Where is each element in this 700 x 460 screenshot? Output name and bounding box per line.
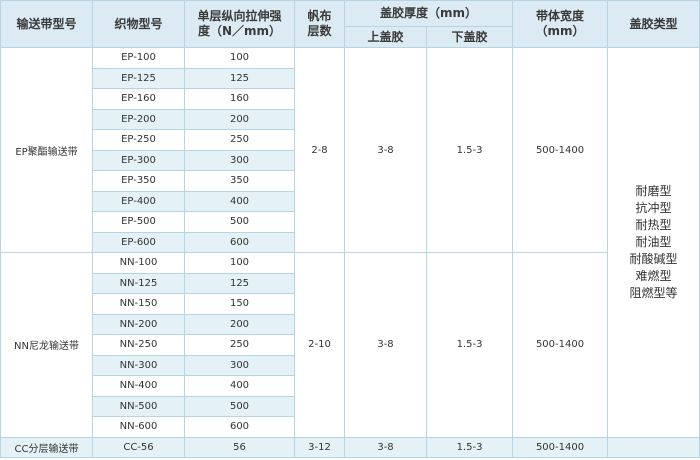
fabric-cell: NN-300 xyxy=(92,354,185,376)
strength-cell: 160 xyxy=(184,88,295,110)
strength-cell: 400 xyxy=(184,375,295,397)
header-tensile-strength: 单层纵向拉伸强 度（N／mm） xyxy=(184,0,295,48)
strength-cell: 125 xyxy=(184,67,295,89)
table-row: EP-250 250 xyxy=(1,129,700,151)
fabric-cell: CC-56 xyxy=(92,436,185,458)
fabric-cell: NN-250 xyxy=(92,334,185,356)
table-row: NN-300 300 xyxy=(1,354,700,376)
table-row: EP-400 400 xyxy=(1,190,700,212)
width-cc: 500-1400 xyxy=(512,436,609,458)
fabric-cell: EP-400 xyxy=(92,190,185,212)
cover-type-cc xyxy=(607,436,700,458)
cover-types-list: 耐磨型 抗冲型 耐热型 耐油型 耐酸碱型 难燃型 阻燃型等 xyxy=(607,47,700,438)
belt-model-nn: NN尼龙输送带 xyxy=(0,252,93,438)
table-row: NN-250 250 xyxy=(1,334,700,356)
fabric-cell: NN-125 xyxy=(92,272,185,294)
top-cover-nn: 3-8 xyxy=(344,252,427,438)
fabric-cell: EP-100 xyxy=(92,47,185,69)
plies-nn: 2-10 xyxy=(294,252,345,438)
table-row: NN尼龙输送带 NN-100 100 2-10 3-8 1.5-3 500-14… xyxy=(0,252,700,438)
fabric-cell: EP-250 xyxy=(92,129,185,151)
header-plies-line1: 帆布 xyxy=(307,9,332,23)
strength-cell: 300 xyxy=(184,354,295,376)
strength-cell: 125 xyxy=(184,272,295,294)
belt-model-ep: EP聚酯输送带 xyxy=(0,47,93,253)
fabric-cell: EP-125 xyxy=(92,67,185,89)
fabric-cell: NN-600 xyxy=(92,416,185,438)
table-row: NN-500 500 xyxy=(1,395,700,417)
table-row: EP-500 500 xyxy=(1,211,700,233)
cover-type-item: 抗冲型 xyxy=(635,200,672,215)
strength-cell: 100 xyxy=(184,47,295,69)
width-ep: 500-1400 xyxy=(512,47,609,253)
plies-cc: 3-12 xyxy=(294,436,345,458)
cover-type-item: 耐酸碱型 xyxy=(629,251,678,266)
strength-cell: 600 xyxy=(184,231,295,253)
table-row: NN-150 150 xyxy=(1,293,700,315)
header-ply-count: 帆布 层数 xyxy=(294,0,345,48)
top-cover-cc: 3-8 xyxy=(344,436,427,458)
header-belt-width: 带体宽度 （mm） xyxy=(512,0,609,48)
strength-cell: 300 xyxy=(184,149,295,171)
table-row: EP-125 125 xyxy=(1,67,700,89)
strength-cell: 350 xyxy=(184,170,295,192)
belt-model-cc: CC分层输送带 xyxy=(0,436,93,458)
strength-cell: 250 xyxy=(184,129,295,151)
plies-ep: 2-8 xyxy=(294,47,345,253)
header-tensile-line2: 度（N／mm） xyxy=(197,24,282,38)
strength-cell: 150 xyxy=(184,293,295,315)
table-row: EP聚酯输送带 EP-100 100 2-8 3-8 1.5-3 500-140… xyxy=(0,47,700,438)
header-bottom-cover: 下盖胶 xyxy=(425,26,514,48)
top-cover-ep: 3-8 xyxy=(344,47,427,253)
bottom-cover-cc: 1.5-3 xyxy=(425,436,514,458)
fabric-cell: EP-500 xyxy=(92,211,185,233)
table-row: NN-400 400 xyxy=(1,375,700,397)
strength-cell: 200 xyxy=(184,313,295,335)
fabric-cell: NN-500 xyxy=(92,395,185,417)
table-row: EP-200 200 xyxy=(1,108,700,130)
strength-cell: 56 xyxy=(184,436,295,458)
table-row: EP-600 600 xyxy=(1,231,700,253)
cover-type-item: 耐热型 xyxy=(635,217,672,232)
header-width-line1: 带体宽度 xyxy=(536,9,585,23)
header-fabric-model: 织物型号 xyxy=(92,0,185,48)
bottom-cover-ep: 1.5-3 xyxy=(425,47,514,253)
table-row: NN-200 200 xyxy=(1,313,700,335)
cover-type-item: 耐油型 xyxy=(635,234,672,249)
fabric-cell: EP-200 xyxy=(92,108,185,130)
header-cover-thickness: 盖胶厚度（mm） xyxy=(343,0,514,27)
strength-cell: 500 xyxy=(184,395,295,417)
fabric-cell: EP-300 xyxy=(92,149,185,171)
fabric-cell: NN-200 xyxy=(92,313,185,335)
width-nn: 500-1400 xyxy=(512,252,609,438)
bottom-cover-nn: 1.5-3 xyxy=(425,252,514,438)
table-row-cc: CC分层输送带 CC-56 56 3-12 3-8 1.5-3 500-1400 xyxy=(0,436,700,458)
cover-type-item: 耐磨型 xyxy=(635,183,672,198)
strength-cell: 100 xyxy=(184,252,295,274)
fabric-cell: NN-100 xyxy=(92,252,185,274)
fabric-cell: EP-350 xyxy=(92,170,185,192)
fabric-cell: NN-150 xyxy=(92,293,185,315)
header-cover-type: 盖胶类型 xyxy=(607,0,700,48)
header-row-primary: 输送带型号 织物型号 单层纵向拉伸强 度（N／mm） 帆布 层数 盖胶厚度（mm… xyxy=(0,0,700,48)
table-row: NN-600 600 xyxy=(1,416,700,438)
fabric-cell: EP-600 xyxy=(92,231,185,253)
cover-type-item: 阻燃型等 xyxy=(629,285,678,300)
strength-cell: 500 xyxy=(184,211,295,233)
strength-cell: 200 xyxy=(184,108,295,130)
header-row-secondary: 上盖胶 下盖胶 xyxy=(1,26,700,48)
table-row: NN-125 125 xyxy=(1,272,700,294)
strength-cell: 400 xyxy=(184,190,295,212)
strength-cell: 250 xyxy=(184,334,295,356)
header-tensile-line1: 单层纵向拉伸强 xyxy=(197,9,282,23)
fabric-cell: EP-160 xyxy=(92,88,185,110)
fabric-cell: NN-400 xyxy=(92,375,185,397)
header-width-line2: （mm） xyxy=(535,24,585,38)
header-plies-line2: 层数 xyxy=(307,24,332,38)
header-belt-model: 输送带型号 xyxy=(0,0,93,48)
strength-cell: 600 xyxy=(184,416,295,438)
header-top-cover: 上盖胶 xyxy=(344,26,427,48)
cover-type-item: 难燃型 xyxy=(635,268,672,283)
